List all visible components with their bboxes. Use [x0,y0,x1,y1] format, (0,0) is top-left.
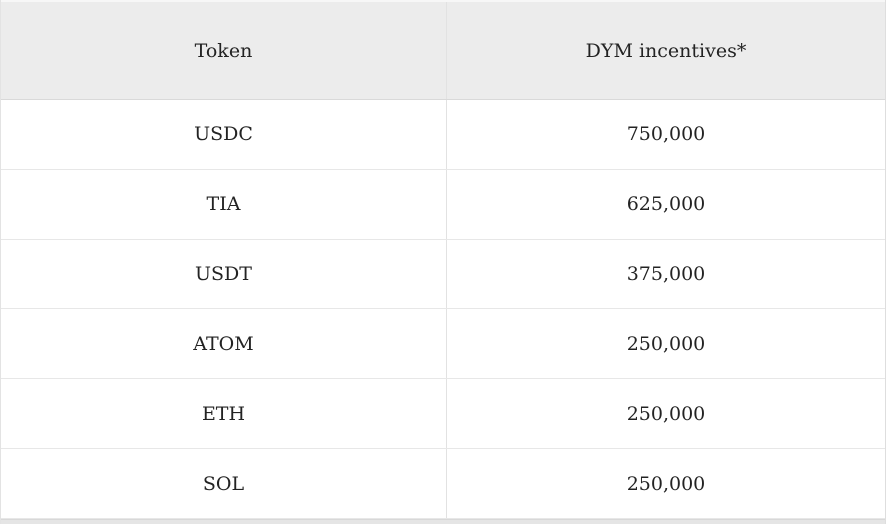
table-row: SOL 250,000 [1,449,885,519]
incentives-cell: 250,000 [446,379,885,449]
token-cell: ATOM [193,332,254,355]
incentives-cell: 250,000 [446,449,885,518]
token-cell: USDT [195,263,252,286]
table-row: USDC 750,000 [1,100,885,170]
header-cell-token: Token [194,39,253,62]
header-cell-dym-incentives: DYM incentives* [446,2,885,99]
token-cell: TIA [206,193,241,216]
token-cell: ETH [201,402,246,425]
table-row: ATOM 250,000 [1,309,885,380]
table-row: ETH 250,000 [1,379,885,450]
token-cell: SOL [202,472,245,495]
incentives-cell: 750,000 [446,100,885,169]
table-row: TIA 625,000 [1,169,885,240]
token-cell: USDC [194,123,253,146]
incentives-cell: 250,000 [446,309,885,379]
table-bottom-edge [1,518,885,524]
table-header-row: Token DYM incentives* [1,0,885,100]
incentives-cell: 375,000 [446,239,885,309]
incentives-cell: 625,000 [446,169,885,239]
table-row: USDT 375,000 [1,239,885,310]
